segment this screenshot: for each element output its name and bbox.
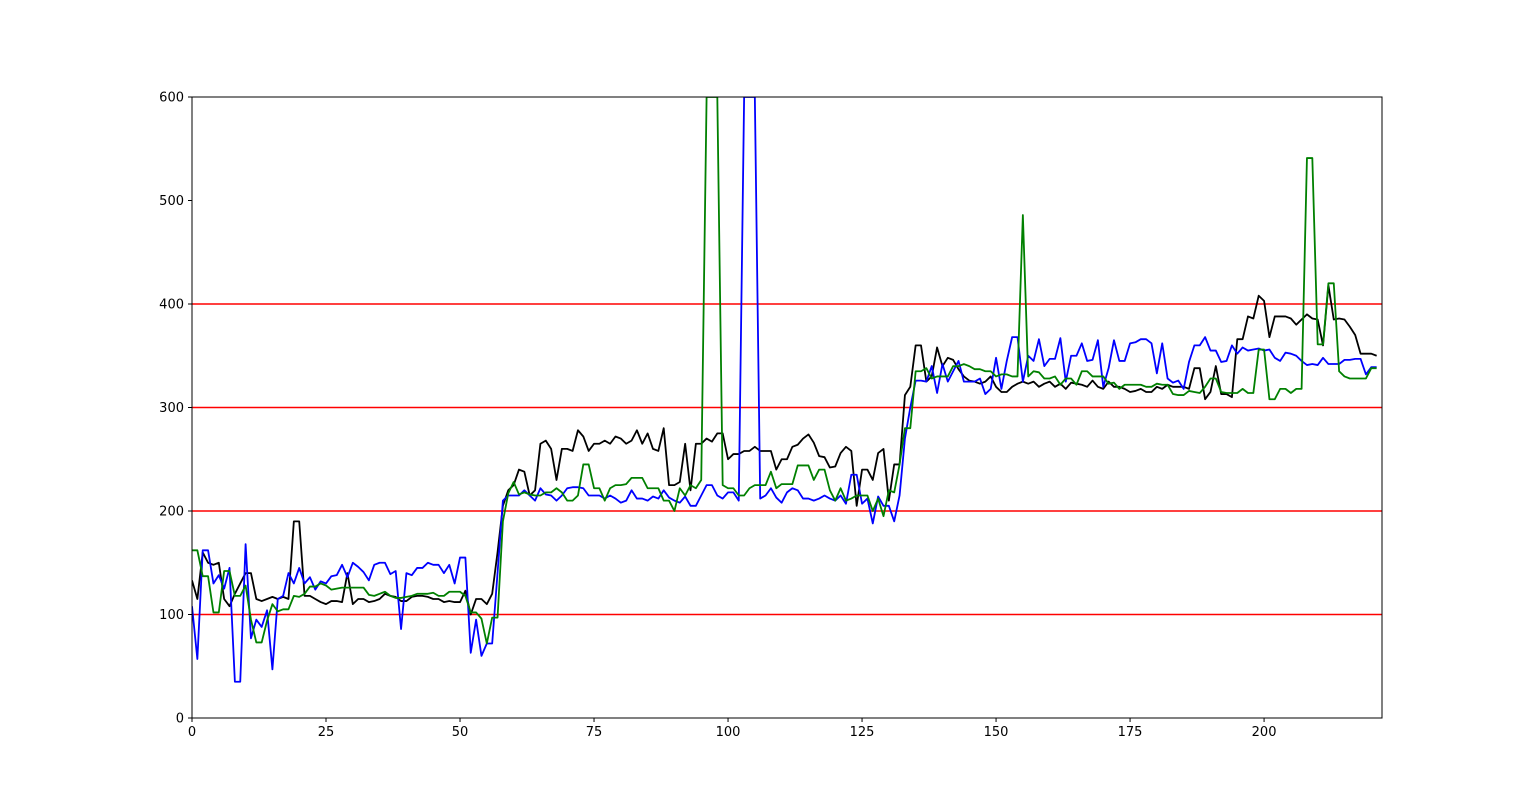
- y-tick-label: 500: [159, 194, 184, 209]
- x-tick-label: 150: [984, 725, 1009, 740]
- x-tick-label: 100: [716, 725, 741, 740]
- series-line-3: [192, 97, 1377, 645]
- y-tick-label: 100: [159, 608, 184, 623]
- x-tick-label: 25: [318, 725, 335, 740]
- reference-lines: [192, 303, 1382, 616]
- y-axis: 0 100 200 300 400 500 600: [159, 91, 192, 727]
- x-tick-label: 75: [586, 725, 603, 740]
- x-tick-label: 200: [1252, 725, 1277, 740]
- y-tick-label: 0: [176, 712, 184, 727]
- x-tick-label: 175: [1118, 725, 1143, 740]
- y-tick-label: 200: [159, 505, 184, 520]
- x-axis: 0 25 50 75 100 125 150 175 200: [188, 718, 1277, 740]
- x-tick-label: 0: [188, 725, 196, 740]
- series-line-2: [192, 97, 1377, 683]
- data-series-group: [192, 97, 1377, 683]
- x-tick-label: 125: [850, 725, 875, 740]
- x-tick-label: 50: [452, 725, 469, 740]
- y-tick-label: 600: [159, 91, 184, 106]
- y-tick-label: 400: [159, 298, 184, 313]
- y-tick-label: 300: [159, 401, 184, 416]
